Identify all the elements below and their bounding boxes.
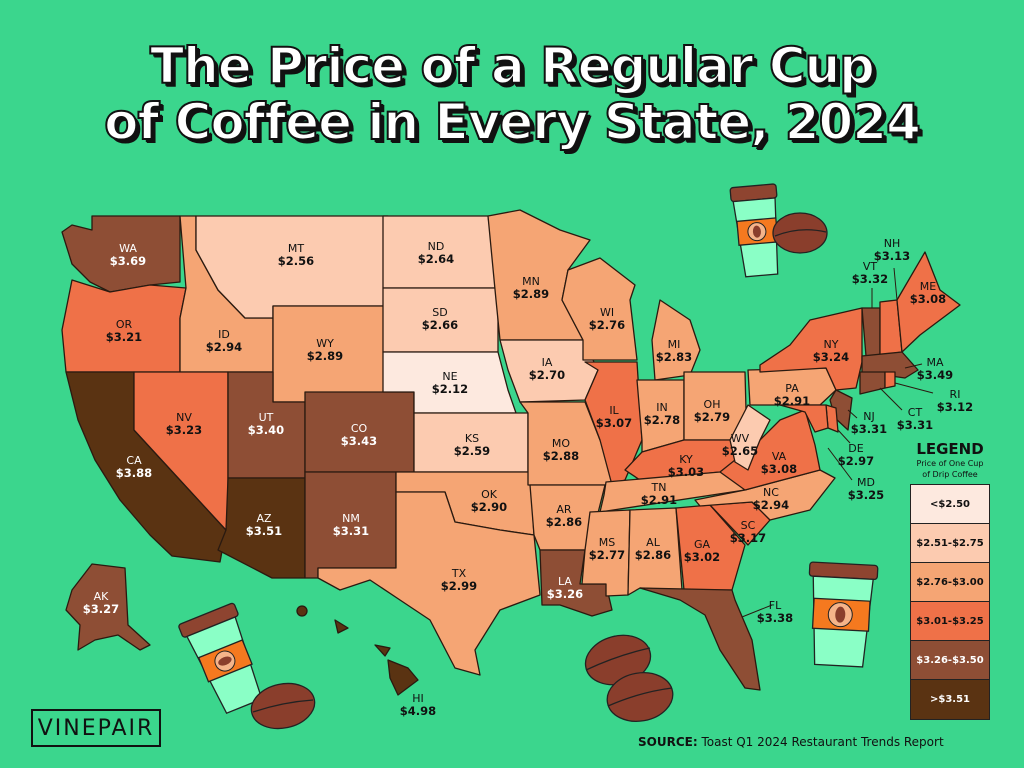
source-label: SOURCE: <box>638 735 698 749</box>
svg-text:OK$2.90: OK $2.90 <box>471 488 507 514</box>
svg-text:PA$2.91: PA $2.91 <box>774 382 810 408</box>
state-NC[interactable] <box>694 469 836 521</box>
svg-text:WI$2.76: WI $2.76 <box>589 306 625 332</box>
coffee-cup-icon-bottom-right <box>808 561 879 668</box>
coffee-beans-icon-center <box>584 634 674 722</box>
state-LA[interactable] <box>539 549 613 617</box>
island-oahu[interactable] <box>334 619 349 634</box>
state-RI[interactable] <box>884 371 896 389</box>
svg-text:HI$4.98: HI $4.98 <box>400 692 436 718</box>
legend-swatches: <$2.50 $2.51-$2.75 $2.76-$3.00 $3.01-$3.… <box>910 484 990 720</box>
svg-text:NC$2.94: NC $2.94 <box>753 486 789 512</box>
svg-text:AZ$3.51: AZ $3.51 <box>246 512 282 538</box>
state-AK[interactable] <box>65 563 151 651</box>
svg-text:IA$2.70: IA $2.70 <box>529 356 565 382</box>
svg-text:NJ$3.31: NJ $3.31 <box>851 410 887 436</box>
coffee-cup-icon-bottom-left <box>178 602 263 715</box>
legend-bin-6: >$3.51 <box>911 680 989 719</box>
svg-text:AL$2.86: AL $2.86 <box>635 536 671 562</box>
state-NJ[interactable] <box>829 389 853 431</box>
svg-text:MS$2.77: MS $2.77 <box>589 536 625 562</box>
svg-text:AK$3.27: AK $3.27 <box>83 590 119 616</box>
svg-text:RI$3.12: RI $3.12 <box>937 388 973 414</box>
svg-text:IL$3.07: IL $3.07 <box>596 404 632 430</box>
state-CT[interactable] <box>859 371 886 395</box>
state-MD[interactable] <box>779 404 829 433</box>
svg-text:LA$3.26: LA $3.26 <box>547 575 583 601</box>
coffee-bean-icon-top <box>772 212 828 254</box>
svg-text:MD$3.25: MD $3.25 <box>848 476 884 502</box>
svg-text:KS$2.59: KS $2.59 <box>454 432 490 458</box>
svg-text:OH$2.79: OH $2.79 <box>694 398 730 424</box>
svg-text:WA$3.69: WA $3.69 <box>110 242 146 268</box>
coffee-cup-icon-top <box>729 183 779 278</box>
svg-text:WY$2.89: WY $2.89 <box>307 337 343 363</box>
state-HI[interactable] <box>387 659 419 696</box>
state-TX[interactable] <box>317 491 541 676</box>
svg-text:KY$3.03: KY $3.03 <box>668 453 704 479</box>
svg-text:ND$2.64: ND $2.64 <box>418 240 454 266</box>
svg-text:NH$3.13: NH $3.13 <box>874 237 910 263</box>
svg-text:FL$3.38: FL $3.38 <box>757 599 793 625</box>
state-WV[interactable] <box>729 404 771 471</box>
island-kauai[interactable] <box>296 605 308 617</box>
state-VT[interactable] <box>861 307 881 357</box>
title-line-1: The Price of a Regular Cup <box>149 37 876 95</box>
svg-text:NM$3.31: NM $3.31 <box>333 512 369 538</box>
svg-text:TX$2.99: TX $2.99 <box>441 567 477 593</box>
svg-text:SD$2.66: SD $2.66 <box>422 306 458 332</box>
svg-text:ID$2.94: ID $2.94 <box>206 328 242 354</box>
svg-text:OR$3.21: OR $3.21 <box>106 318 142 344</box>
legend-subtitle-line-1: Price of One Cup <box>916 459 984 468</box>
svg-text:MT$2.56: MT $2.56 <box>278 242 314 268</box>
legend: LEGEND Price of One Cup of Drip Coffee <… <box>904 440 996 720</box>
svg-text:WV$2.65: WV $2.65 <box>722 432 758 458</box>
svg-text:CO$3.43: CO $3.43 <box>341 422 377 448</box>
svg-text:MO$2.88: MO $2.88 <box>543 437 579 463</box>
svg-text:GA$3.02: GA $3.02 <box>684 538 720 564</box>
legend-bin-4: $3.01-$3.25 <box>911 602 989 641</box>
svg-text:VT$3.32: VT $3.32 <box>852 260 888 286</box>
legend-subtitle: Price of One Cup of Drip Coffee <box>904 458 996 480</box>
svg-text:UT$3.40: UT $3.40 <box>248 411 284 437</box>
svg-text:CT$3.31: CT $3.31 <box>897 406 933 432</box>
state-WI[interactable] <box>561 257 638 361</box>
svg-text:MN$2.89: MN $2.89 <box>513 275 549 301</box>
svg-text:MA$3.49: MA $3.49 <box>917 356 953 382</box>
svg-text:TN$2.91: TN $2.91 <box>641 481 677 507</box>
vinepair-logo: VINEPAIR <box>31 709 161 747</box>
state-NY[interactable] <box>759 307 863 391</box>
state-labels: WA $3.69 OR $3.21 CA $3.88 ID $2.94 NV $3.23 … <box>83 237 973 718</box>
svg-text:MI$2.83: MI $2.83 <box>656 338 692 364</box>
legend-subtitle-line-2: of Drip Coffee <box>922 470 978 479</box>
title-line-2: of Coffee in Every State, 2024 <box>103 93 922 151</box>
state-FL[interactable] <box>639 587 761 691</box>
legend-bin-5: $3.26-$3.50 <box>911 641 989 680</box>
source-text: Toast Q1 2024 Restaurant Trends Report <box>697 735 944 749</box>
svg-text:AR$2.86: AR $2.86 <box>546 503 582 529</box>
svg-text:IN$2.78: IN $2.78 <box>644 401 680 427</box>
state-WA[interactable] <box>61 215 181 293</box>
legend-title: LEGEND <box>916 440 984 458</box>
svg-text:NV$3.23: NV $3.23 <box>166 411 202 437</box>
state-VA[interactable] <box>719 409 821 491</box>
legend-bin-2: $2.51-$2.75 <box>911 524 989 563</box>
legend-bin-1: <$2.50 <box>911 485 989 524</box>
legend-bin-3: $2.76-$3.00 <box>911 563 989 602</box>
source-note: SOURCE: Toast Q1 2024 Restaurant Trends … <box>638 735 944 749</box>
svg-text:CA$3.88: CA $3.88 <box>116 454 152 480</box>
coffee-bean-icon-bottom-left <box>250 682 316 730</box>
svg-text:ME$3.08: ME $3.08 <box>910 280 946 306</box>
chart-title: The Price of a Regular Cup of Coffee in … <box>0 37 1024 151</box>
svg-text:SC$3.17: SC $3.17 <box>730 519 766 545</box>
svg-text:VA$3.08: VA $3.08 <box>761 450 797 476</box>
island-maui[interactable] <box>374 644 391 657</box>
svg-text:NE$2.12: NE $2.12 <box>432 370 468 396</box>
svg-text:NY$3.24: NY $3.24 <box>813 338 849 364</box>
callout-lines <box>741 267 934 618</box>
svg-text:DE$2.97: DE $2.97 <box>838 442 874 468</box>
